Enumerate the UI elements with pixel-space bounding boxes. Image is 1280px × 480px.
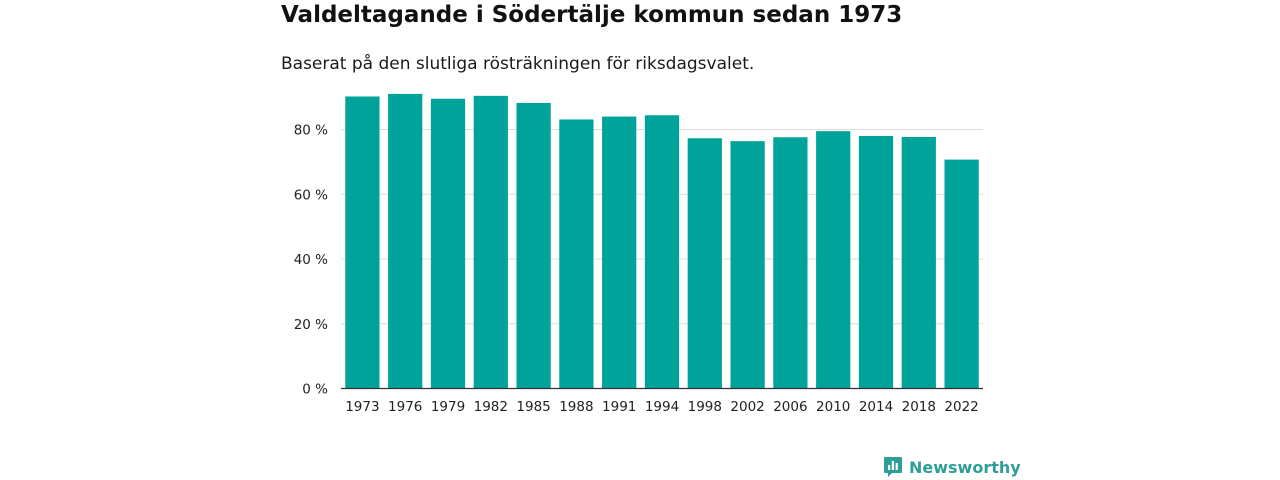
y-axis-ticks: 0 % 20 % 40 % 60 % 80 %: [294, 123, 328, 398]
y-tick-label: 40 %: [294, 252, 328, 268]
brand-name: Newsworthy: [909, 457, 1021, 477]
x-tick-label: 1985: [516, 399, 550, 415]
x-tick-label: 2014: [859, 399, 893, 415]
bar-1982: [473, 95, 508, 389]
y-tick-label: 80 %: [294, 123, 328, 139]
y-tick-label: 0 %: [302, 382, 328, 398]
brand: Newsworthy: [883, 455, 1021, 479]
x-tick-label: 1994: [645, 399, 679, 415]
x-tick-label: 2010: [816, 399, 850, 415]
bar-1976: [388, 93, 423, 389]
x-tick-label: 1991: [602, 399, 636, 415]
bar-2010: [816, 131, 851, 389]
x-tick-label: 1982: [474, 399, 508, 415]
chart-subtitle: Baserat på den slutliga rösträkningen fö…: [281, 54, 755, 74]
x-tick-label: 1976: [388, 399, 422, 415]
x-tick-label: 1973: [345, 399, 379, 415]
y-tick-label: 60 %: [294, 187, 328, 203]
x-tick-label: 2022: [944, 399, 978, 415]
bar-1985: [516, 102, 551, 389]
x-tick-label: 1979: [431, 399, 465, 415]
bar-2002: [730, 141, 765, 389]
chart-title: Valdeltagande i Södertälje kommun sedan …: [281, 2, 903, 28]
newsworthy-logo-icon: [884, 457, 902, 477]
x-tick-label: 2002: [730, 399, 764, 415]
bar-2018: [901, 136, 936, 389]
y-tick-label: 20 %: [294, 317, 328, 333]
bar-1988: [559, 119, 594, 389]
bar-2022: [944, 159, 979, 389]
x-axis-ticks: 1973 1976 1979 1982 1985 1988 1991 1994 1998 2002…: [345, 399, 979, 415]
bar-2006: [773, 137, 808, 389]
x-tick-label: 1998: [688, 399, 722, 415]
x-tick-label: 2006: [773, 399, 807, 415]
x-tick-label: 1988: [559, 399, 593, 415]
bars: [345, 93, 979, 389]
x-tick-label: 2018: [902, 399, 936, 415]
bar-1979: [430, 98, 466, 389]
bar-1991: [602, 116, 637, 389]
bar-2014: [858, 135, 894, 389]
bar-1973: [345, 96, 380, 389]
bar-1994: [644, 115, 680, 389]
bar-1998: [687, 138, 722, 389]
